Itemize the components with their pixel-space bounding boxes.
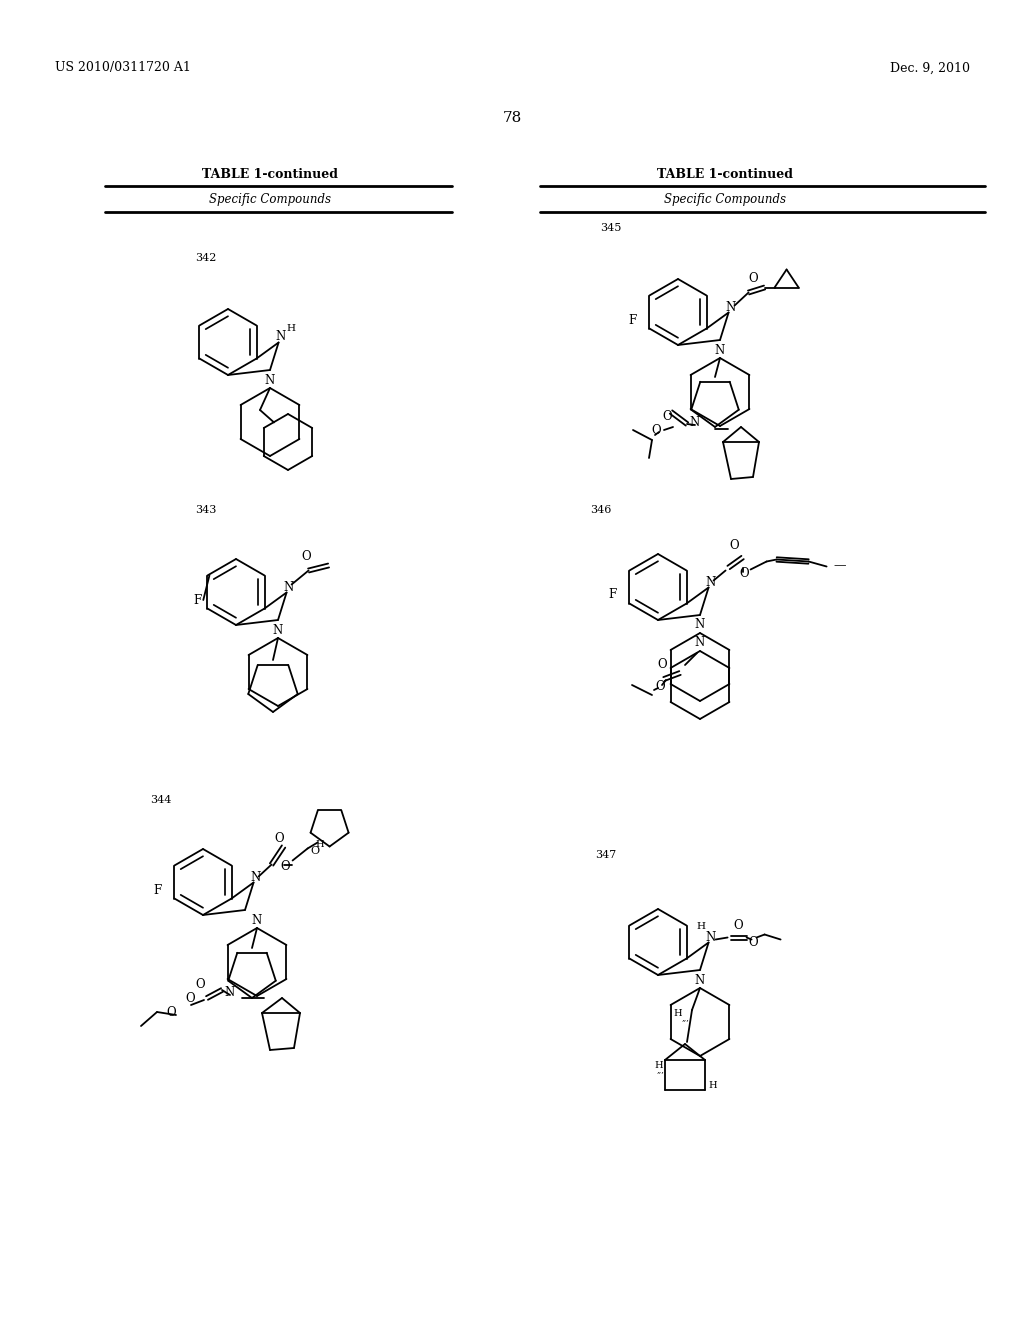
Text: ,,,: ,,, [682,1014,690,1022]
Text: TABLE 1-continued: TABLE 1-continued [202,169,338,181]
Text: H: H [654,1060,664,1069]
Text: O: O [730,539,739,552]
Text: O: O [749,272,759,285]
Text: —: — [834,558,846,572]
Text: N: N [715,343,725,356]
Text: O: O [302,550,311,564]
Text: O: O [281,861,291,873]
Text: TABLE 1-continued: TABLE 1-continued [657,169,793,181]
Text: N: N [251,871,261,884]
Text: O: O [749,936,759,949]
Text: N: N [690,416,700,429]
Text: F: F [154,883,162,896]
Text: N: N [275,330,286,343]
Text: N: N [265,374,275,387]
Text: ,,,: ,,, [657,1067,665,1074]
Text: N: N [725,301,735,314]
Text: H: H [286,323,295,333]
Text: 346: 346 [590,506,611,515]
Text: 78: 78 [503,111,521,125]
Text: N: N [284,581,294,594]
Text: N: N [272,623,283,636]
Text: H: H [696,921,706,931]
Text: Specific Compounds: Specific Compounds [664,194,786,206]
Text: N: N [695,636,706,649]
Text: O: O [166,1006,176,1019]
Text: N: N [695,974,706,986]
Text: O: O [185,991,195,1005]
Text: Dec. 9, 2010: Dec. 9, 2010 [890,62,970,74]
Text: N: N [225,986,236,999]
Text: O: O [739,568,750,579]
Text: O: O [651,424,662,437]
Text: N: N [252,913,262,927]
Text: O: O [274,832,285,845]
Text: O: O [663,409,672,422]
Text: O: O [196,978,205,990]
Text: H: H [709,1081,718,1089]
Text: N: N [706,576,716,589]
Text: O: O [310,846,319,855]
Text: 345: 345 [600,223,622,234]
Text: F: F [629,314,637,326]
Text: Specific Compounds: Specific Compounds [209,194,331,206]
Text: N: N [706,931,716,944]
Text: O: O [655,681,665,693]
Text: H: H [674,1010,682,1019]
Text: O: O [657,659,667,672]
Text: 347: 347 [595,850,616,861]
Text: N: N [695,619,706,631]
Text: O: O [734,919,743,932]
Text: 343: 343 [195,506,216,515]
Text: H: H [315,840,324,849]
Text: US 2010/0311720 A1: US 2010/0311720 A1 [55,62,190,74]
Text: 344: 344 [150,795,171,805]
Text: F: F [608,589,617,602]
Text: 342: 342 [195,253,216,263]
Text: F: F [194,594,202,606]
